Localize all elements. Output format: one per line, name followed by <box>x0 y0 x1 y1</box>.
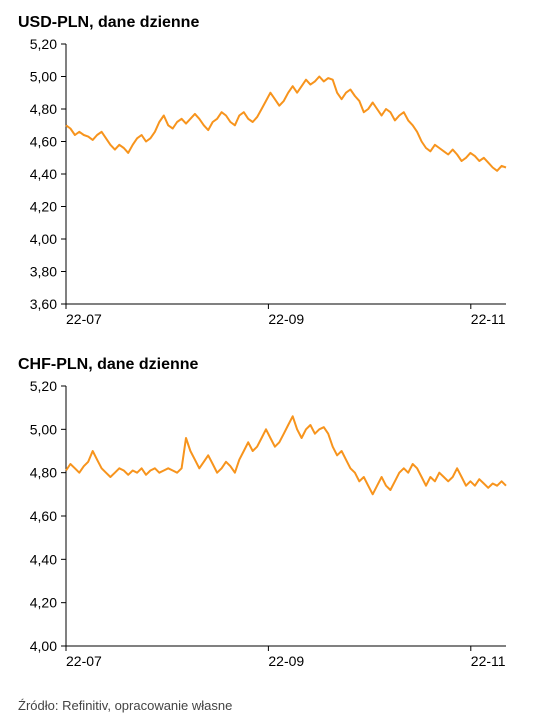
svg-text:4,80: 4,80 <box>30 465 57 481</box>
svg-text:4,20: 4,20 <box>30 595 57 611</box>
svg-text:22-09: 22-09 <box>268 653 304 669</box>
svg-text:4,40: 4,40 <box>30 166 57 182</box>
svg-text:4,40: 4,40 <box>30 551 57 567</box>
svg-text:5,20: 5,20 <box>30 38 57 52</box>
series-line <box>66 416 506 494</box>
svg-text:22-09: 22-09 <box>268 311 304 327</box>
svg-text:4,80: 4,80 <box>30 101 57 117</box>
svg-text:22-11: 22-11 <box>471 653 506 669</box>
svg-text:22-07: 22-07 <box>66 311 102 327</box>
chart-title: CHF-PLN, dane dzienne <box>18 356 522 374</box>
svg-text:4,00: 4,00 <box>30 638 57 654</box>
svg-text:4,60: 4,60 <box>30 508 57 524</box>
chart-plot: 4,00 4,20 4,40 4,60 4,80 5,00 5,20 22-07 22-09 22… <box>18 380 522 674</box>
svg-text:3,80: 3,80 <box>30 264 57 280</box>
svg-text:22-11: 22-11 <box>471 311 506 327</box>
source-text: Źródło: Refinitiv, opracowanie własne <box>18 698 522 713</box>
svg-text:3,60: 3,60 <box>30 296 57 312</box>
chart-block: USD-PLN, dane dzienne 3,60 3,80 4,00 4,20 4,4… <box>18 14 522 332</box>
chart-plot: 3,60 3,80 4,00 4,20 4,40 4,60 4,80 5,00 5,20 22-0… <box>18 38 522 332</box>
svg-text:4,60: 4,60 <box>30 134 57 150</box>
series-line <box>66 77 506 171</box>
svg-text:4,20: 4,20 <box>30 199 57 215</box>
svg-text:4,00: 4,00 <box>30 231 57 247</box>
svg-text:22-07: 22-07 <box>66 653 102 669</box>
svg-text:5,00: 5,00 <box>30 69 57 85</box>
chart-title: USD-PLN, dane dzienne <box>18 14 522 32</box>
chart-block: CHF-PLN, dane dzienne 4,00 4,20 4,40 4,60 4,8… <box>18 356 522 674</box>
svg-text:5,20: 5,20 <box>30 380 57 394</box>
svg-text:5,00: 5,00 <box>30 421 57 437</box>
